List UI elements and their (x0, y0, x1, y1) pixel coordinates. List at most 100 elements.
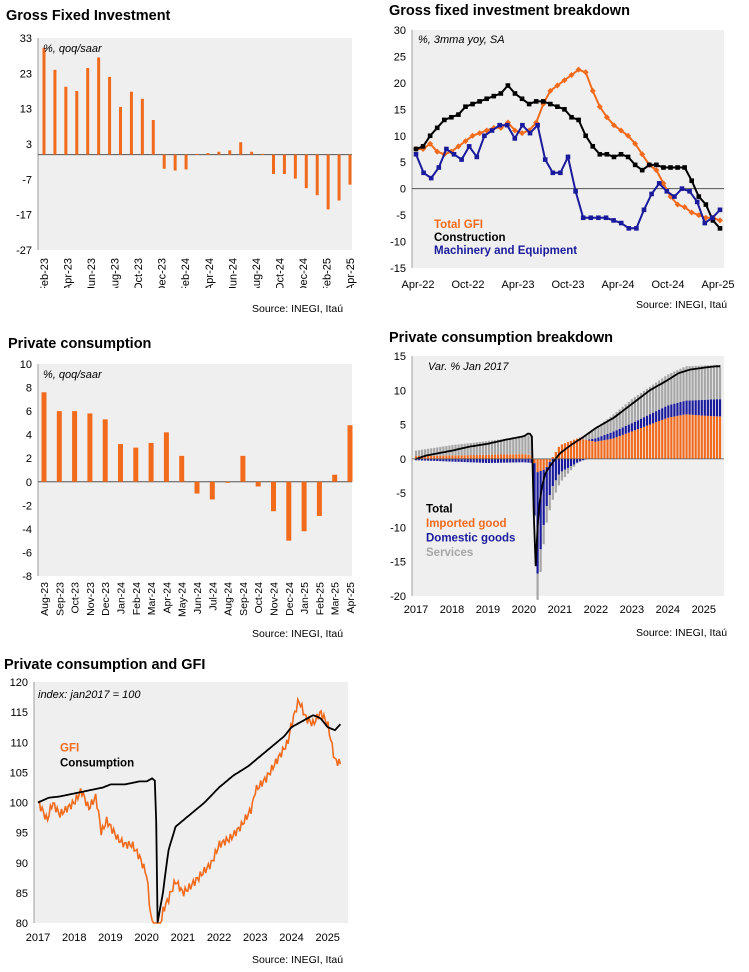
consb-bar-segment (569, 466, 573, 471)
cons-y-tick-label: -8 (22, 571, 32, 583)
consb-bar-segment (679, 368, 682, 402)
gfi-bar (195, 153, 199, 155)
consb-bar-segment (484, 441, 488, 455)
gfi-bar (64, 86, 68, 155)
consb-bar-segment (718, 399, 722, 417)
consb-bar-segment (630, 431, 633, 459)
consb-bar-segment (560, 458, 564, 472)
consb-bar-segment (694, 400, 697, 416)
consb-bar-segment (658, 380, 661, 410)
gfib-y-tick-label: -5 (396, 210, 406, 222)
cons-x-tick-label: Apr-25 (345, 582, 357, 614)
gfib-point (550, 170, 556, 176)
consb-bar-segment (639, 392, 643, 419)
consb-bar-segment (515, 458, 518, 463)
consb-bar-segment (503, 454, 506, 459)
consb-bar-segment (554, 458, 557, 481)
consb-bar-segment (600, 436, 603, 441)
consb-bar-segment (509, 458, 512, 463)
cgfi-x-tick-label: 2018 (62, 932, 86, 944)
gfib-annotation: %, 3mma yoy, SA (418, 34, 505, 46)
consb-x-tick-label: 2021 (548, 604, 572, 616)
consb-bar-segment (466, 458, 469, 463)
consb-bar-segment (506, 438, 509, 455)
consb-bar-segment (414, 456, 418, 459)
consb-bar-segment (667, 374, 670, 406)
consb-bar-segment (685, 414, 688, 459)
consb-x-tick-label: 2018 (440, 604, 464, 616)
consb-bar-segment (612, 431, 615, 439)
consb-bar-segment (487, 458, 491, 463)
consb-bar-segment (706, 415, 709, 459)
cons-bar (316, 481, 322, 516)
consb-bar-segment (420, 449, 424, 456)
consb-bar-segment (715, 399, 719, 417)
consb-bar-segment (618, 428, 621, 437)
gfib-point (413, 151, 419, 157)
gfi-bar (184, 154, 188, 170)
consb-bar-segment (420, 458, 424, 461)
consb-bar-segment (442, 455, 445, 459)
cons-bar (332, 474, 338, 482)
consb-bar-segment (566, 442, 570, 459)
consb-bar-segment (712, 399, 716, 417)
consb-bar-segment (469, 442, 472, 456)
gfi-x-tick-label: Aug-23 (110, 258, 122, 288)
gfib-point (590, 144, 596, 149)
cons-bar (225, 481, 231, 483)
gfi-bar (239, 142, 243, 155)
consb-bar-segment (652, 423, 655, 459)
consb-bar-segment (603, 421, 606, 436)
gfib-point (554, 82, 561, 89)
gfib-point (491, 93, 497, 99)
gfi-x-tick-label: Feb-24 (180, 258, 192, 288)
consumption-gfi-chart: 120 115 110 105 100 95 90 85 80 index: jan2017 = … (10, 677, 348, 944)
consb-bar-segment (536, 573, 539, 600)
consb-bar-segment (530, 458, 533, 463)
gfib-x-tick-label: Apr-25 (701, 279, 734, 291)
consb-bar-segment (606, 433, 609, 440)
consb-bar-segment (551, 486, 554, 500)
consb-bar-segment (709, 399, 712, 417)
consb-bar-segment (603, 435, 606, 441)
cons-bar (209, 481, 215, 500)
consb-bar-segment (697, 400, 700, 416)
gfib-point (604, 151, 610, 157)
consb-y-tick-label: -10 (390, 522, 406, 534)
consb-bar-segment (503, 438, 506, 455)
cons-bar (347, 425, 353, 482)
consb-bar-segment (451, 455, 454, 459)
consb-bar-segment (466, 455, 469, 459)
consb-bar-segment (500, 439, 503, 455)
gfi-x-tick-label: Apr-25 (345, 258, 357, 288)
cons-x-tick-label: Sep-23 (54, 582, 66, 616)
gfi-breakdown-title: Gross fixed investment breakdown (389, 3, 630, 19)
gfib-point (596, 103, 603, 110)
consb-bar-segment (582, 439, 585, 459)
consb-bar-segment (442, 458, 445, 462)
gfib-point (462, 138, 469, 145)
consb-bar-segment (472, 458, 475, 463)
gfi-x-tick-label: Oct-23 (133, 258, 145, 288)
gfib-point (511, 127, 518, 134)
consb-bar-segment (463, 443, 466, 456)
gfib-point (520, 122, 525, 128)
consb-total-line (415, 365, 720, 567)
gfib-point (576, 117, 581, 123)
cons-bar (72, 411, 78, 482)
gfi-bar (272, 154, 275, 175)
consb-bar-segment (642, 426, 646, 459)
consb-bar-segment (712, 416, 716, 459)
consb-bar-segment (627, 432, 630, 459)
consb-bar-segment (475, 458, 478, 463)
consb-bar-segment (670, 417, 673, 459)
gfib-point (710, 215, 715, 221)
gfi-annotation: %, qoq/saar (43, 43, 103, 55)
consb-bar-segment (445, 445, 448, 456)
consb-bar-segment (633, 397, 636, 422)
consb-bar-segment (685, 366, 688, 401)
consb-bar-segment (700, 365, 703, 400)
gfi-x-tick-label: Feb-23 (39, 258, 51, 288)
cons-x-tick-label: Jun-24 (192, 582, 204, 614)
gfi-x-tick-label: Aug-24 (251, 258, 263, 288)
